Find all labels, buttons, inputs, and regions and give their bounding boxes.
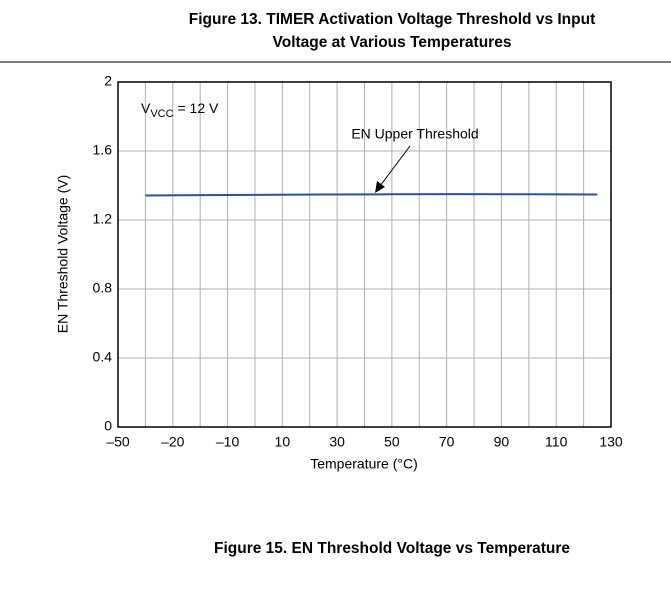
arrow <box>379 145 411 187</box>
y-tick-label: 0.4 <box>93 349 113 365</box>
annotation: VVCC = 12 V <box>141 100 219 120</box>
arrow-head <box>375 181 385 193</box>
y-tick-label: 1.6 <box>93 142 113 158</box>
series-label: EN Upper Threshold <box>351 126 478 142</box>
chart-title: Figure 13. TIMER Activation Voltage Thre… <box>189 11 596 28</box>
y-tick-label: 1.2 <box>93 211 113 227</box>
y-tick-label: 2 <box>104 73 112 89</box>
x-tick-label: 50 <box>384 434 400 450</box>
caption: Figure 15. EN Threshold Voltage vs Tempe… <box>214 540 570 557</box>
y-tick-label: 0 <box>104 418 112 434</box>
x-tick-label: –10 <box>216 434 240 450</box>
x-tick-label: 30 <box>329 434 345 450</box>
annotation-part: V <box>141 100 151 116</box>
annotation-sub: VCC <box>150 108 173 120</box>
x-tick-label: –50 <box>106 434 130 450</box>
y-tick-label: 0.8 <box>93 280 113 296</box>
plot-frame <box>117 81 612 428</box>
y-axis-label: EN Threshold Voltage (V) <box>55 175 71 334</box>
x-tick-label: 10 <box>275 434 291 450</box>
x-tick-label: 70 <box>439 434 455 450</box>
x-axis-label: Temperature (°C) <box>310 456 418 472</box>
annotation-part: = 12 V <box>174 100 219 116</box>
x-tick-label: 110 <box>545 434 568 450</box>
data-line <box>145 193 598 197</box>
chart-title: Voltage at Various Temperatures <box>273 34 512 51</box>
x-tick-label: 130 <box>599 434 623 450</box>
x-tick-label: 90 <box>494 434 510 450</box>
x-tick-label: –20 <box>161 434 185 450</box>
